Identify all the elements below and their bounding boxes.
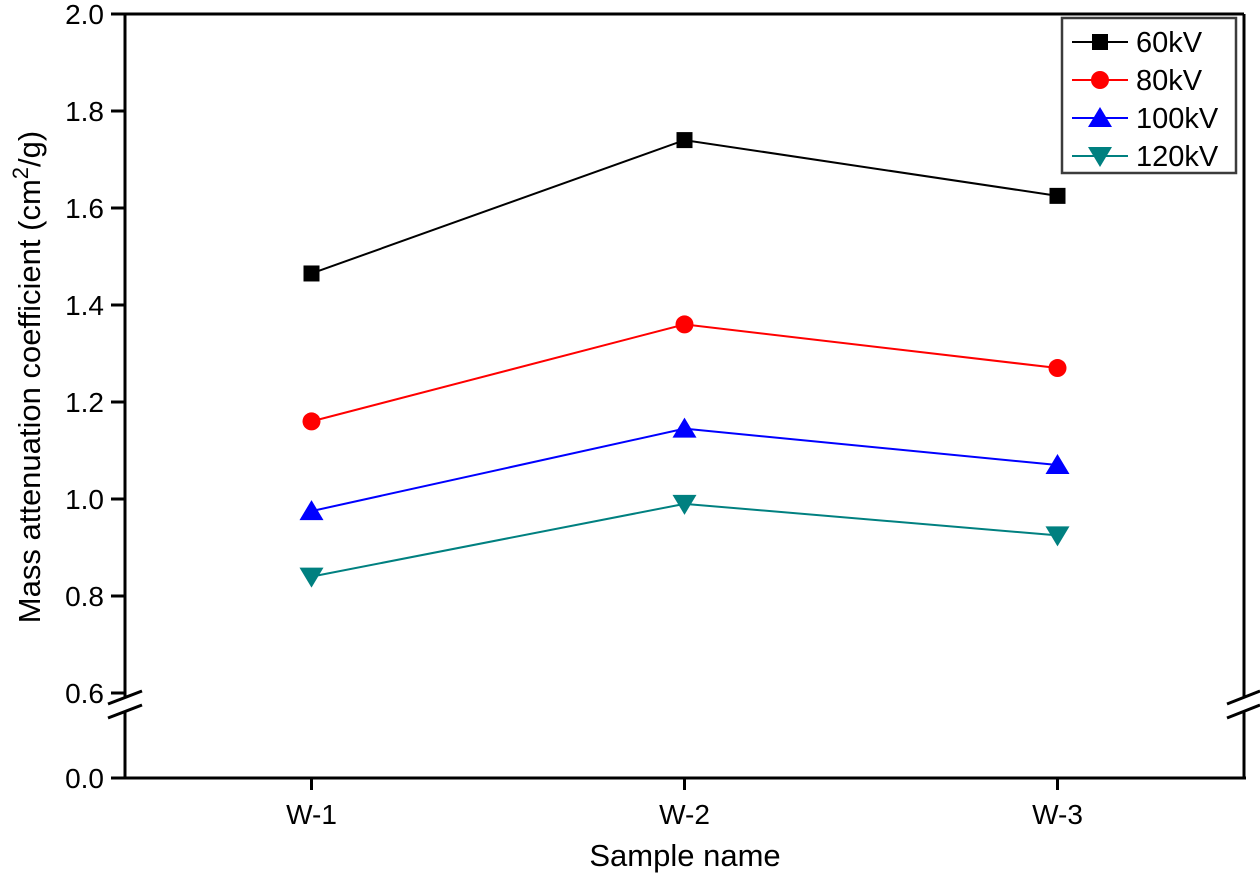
marker-80kV-W-3 [1048,359,1067,378]
y-tick-label: 0.8 [65,581,104,612]
marker-80kV-W-1 [302,412,321,431]
legend-marker-triangle-down [1088,147,1112,167]
x-tick-label: W-2 [659,799,710,830]
y-tick-label: 1.6 [65,193,104,224]
y-tick-label: 1.2 [65,387,104,418]
series-line-80kV [311,323,1058,423]
y-tick-label: 0.0 [65,763,104,794]
y-axis-title: Mass attenuation coefficient (cm2/g) [8,131,47,623]
legend-entry-80kV: 80kV [1072,65,1203,97]
legend-label: 60kV [1136,27,1203,59]
axis-break-slash [1226,703,1260,720]
legend-entry-60kV: 60kV [1072,27,1203,59]
series-layer [299,132,1070,588]
marker-100kV-W-3 [1045,454,1070,475]
y-tick-label: 1.0 [65,484,104,515]
marker-100kV-W-1 [299,500,324,521]
legend: 60kV 80kV 100kV 120kV [1060,16,1238,175]
legend-marker-circle [1091,71,1109,89]
legend-label: 80kV [1136,65,1203,97]
legend-entry-100kV: 100kV [1072,103,1219,135]
x-axis-ticks: W-1 W-2 W-3 [286,778,1083,830]
y-tick-label: 1.8 [65,96,104,127]
legend-label: 100kV [1136,103,1219,135]
axis-break-slash [107,703,143,720]
legend-marker-square [1092,34,1108,50]
marker-120kV-W-3 [1045,526,1070,547]
marker-120kV-W-1 [299,567,324,588]
marker-100kV-W-2 [672,417,697,438]
y-tick-label: 2.0 [65,0,104,30]
x-tick-label: W-1 [286,799,337,830]
marker-60kV-W-2 [676,132,693,149]
axis-break-slash [1226,689,1260,706]
marker-60kV-W-1 [303,265,320,282]
legend-marker-triangle-up [1088,107,1112,127]
legend-label: 120kV [1136,141,1219,173]
series-line-60kV [311,139,1058,275]
marker-60kV-W-3 [1049,187,1066,204]
legend-box [1060,16,1238,175]
y-tick-label: 1.4 [65,290,104,321]
y-axis-ticks: 2.0 1.8 1.6 1.4 1.2 1.0 0.8 0.6 0.0 [65,0,125,794]
x-axis-title: Sample name [589,838,780,873]
marker-80kV-W-2 [675,315,694,334]
axis-break-slash [107,689,143,706]
marker-120kV-W-2 [672,494,697,515]
y-tick-label: 0.6 [65,678,104,709]
legend-entry-120kV: 120kV [1072,141,1219,173]
x-tick-label: W-3 [1032,799,1083,830]
